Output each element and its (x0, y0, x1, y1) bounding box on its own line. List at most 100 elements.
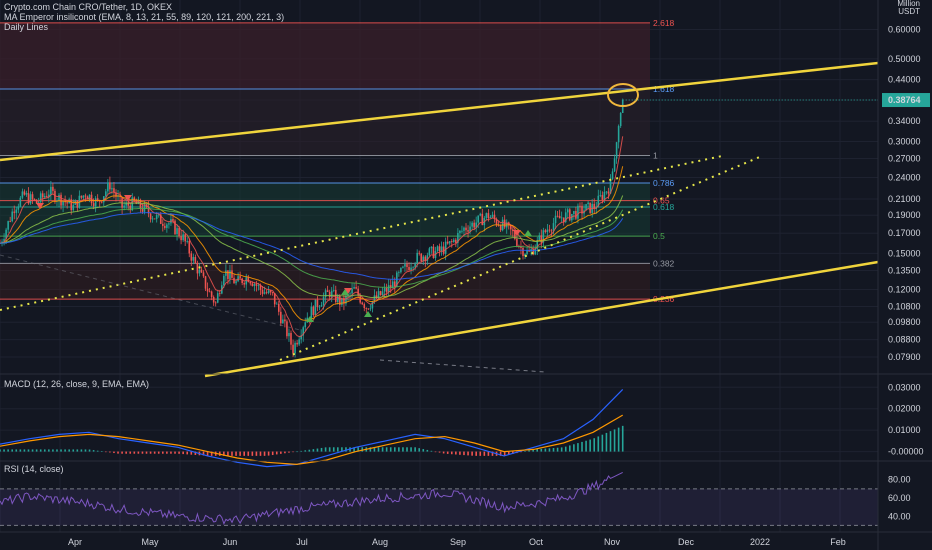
candle-body (579, 205, 581, 207)
macd-histogram-bar (27, 449, 30, 452)
candle-body (214, 302, 217, 304)
candle-body (312, 306, 315, 316)
candle-body (457, 233, 459, 243)
macd-histogram-bar (369, 447, 372, 452)
macd-histogram-bar (422, 449, 425, 452)
macd-histogram-bar (68, 449, 70, 452)
symbol-title[interactable]: Crypto.com Chain CRO/Tether, 1D, OKEX (4, 2, 173, 12)
time-tick-label: Sep (450, 537, 466, 547)
candle-body (597, 195, 600, 208)
macd-histogram-bar (503, 451, 506, 456)
candle-body (481, 213, 484, 226)
candle-body (418, 252, 421, 254)
candle-body (320, 305, 323, 307)
macd-histogram-bar (560, 447, 563, 452)
candle-body (428, 248, 431, 256)
macd-histogram-bar (337, 447, 339, 452)
macd-histogram-bar (100, 451, 103, 452)
candle-body (430, 246, 433, 249)
candle-body (566, 209, 569, 213)
macd-histogram-bar (552, 448, 555, 452)
macd-histogram-bar (381, 447, 384, 452)
macd-histogram-bar (373, 447, 376, 452)
macd-histogram-bar (475, 451, 477, 456)
macd-histogram-bar (393, 447, 396, 452)
candle-body (369, 308, 372, 310)
macd-histogram-bar (292, 451, 294, 453)
candle-body (52, 186, 54, 191)
price-tick-label: 0.21000 (888, 194, 921, 204)
candle-body (125, 202, 127, 206)
macd-histogram-bar (145, 451, 148, 454)
dashed-projection-line (379, 359, 546, 373)
indicator-ma-title[interactable]: MA Emperor insiliconot (EMA, 8, 13, 21, … (4, 12, 285, 22)
candle-body (17, 206, 20, 210)
candle-body (560, 217, 563, 219)
macd-histogram-bar (182, 451, 184, 455)
candle-body (359, 295, 361, 303)
candle-body (402, 266, 404, 268)
macd-histogram-bar (223, 451, 225, 456)
candle-body (318, 306, 321, 308)
candle-body (200, 269, 203, 273)
macd-histogram-bar (446, 451, 449, 454)
macd-title[interactable]: MACD (12, 26, close, 9, EMA, EMA) (4, 379, 150, 389)
candle-body (446, 241, 449, 244)
macd-histogram-bar (324, 447, 327, 452)
candle-body (448, 241, 451, 244)
candle-body (255, 284, 258, 286)
macd-histogram-bar (92, 450, 95, 452)
candle-body (542, 230, 545, 243)
macd-histogram-bar (19, 449, 22, 452)
candle-body (180, 236, 182, 241)
macd-histogram-bar (438, 451, 441, 453)
candle-body (131, 197, 134, 211)
candle-body (96, 198, 99, 201)
candle-body (208, 291, 211, 293)
candle-body (271, 292, 274, 294)
rsi-tick-label: 80.00 (888, 475, 911, 485)
candle-body (284, 319, 286, 322)
candle-body (367, 308, 370, 310)
candle-body (66, 202, 68, 204)
trendlines[interactable] (0, 61, 879, 378)
price-tick-label: 0.27000 (888, 153, 921, 163)
candle-body (436, 246, 439, 251)
macd-histogram-bar (605, 432, 608, 452)
macd-histogram-bar (389, 447, 392, 452)
candle-body (35, 199, 38, 204)
macd-histogram-bar (235, 451, 237, 456)
candle-body (7, 221, 9, 230)
currency-label: Million USDT (897, 0, 920, 16)
candle-body (343, 297, 345, 304)
candle-body (261, 289, 264, 294)
time-tick-label: Jul (296, 537, 308, 547)
candle-body (296, 342, 298, 345)
macd-histogram-bar (617, 427, 620, 452)
candle-body (292, 344, 294, 354)
indicator-daily-lines-title[interactable]: Daily Lines (4, 22, 49, 32)
time-tick-label: 2022 (750, 537, 770, 547)
candle-body (62, 201, 64, 206)
candle-body (275, 303, 278, 305)
candle-body (166, 224, 168, 228)
ema-line (0, 208, 624, 288)
macd-tick-label: 0.01000 (888, 425, 921, 435)
macd-histogram-bar (361, 447, 364, 452)
candle-body (400, 267, 402, 273)
rsi-title[interactable]: RSI (14, close) (4, 464, 64, 474)
candle-body (473, 222, 475, 228)
macd-histogram-bar (308, 449, 311, 452)
price-tick-label: 0.13500 (888, 265, 921, 275)
candle-body (243, 283, 245, 285)
candle-body (389, 285, 392, 289)
candle-body (544, 230, 547, 233)
price-tick-label: 0.24000 (888, 172, 921, 182)
candle-body (477, 215, 480, 223)
macd-panel: 0.03000 0.02000 0.01000 -0.00000 (0, 382, 924, 468)
macd-histogram-bar (56, 449, 58, 452)
price-tick-label: 0.30000 (888, 136, 921, 146)
candle-body (178, 228, 180, 237)
